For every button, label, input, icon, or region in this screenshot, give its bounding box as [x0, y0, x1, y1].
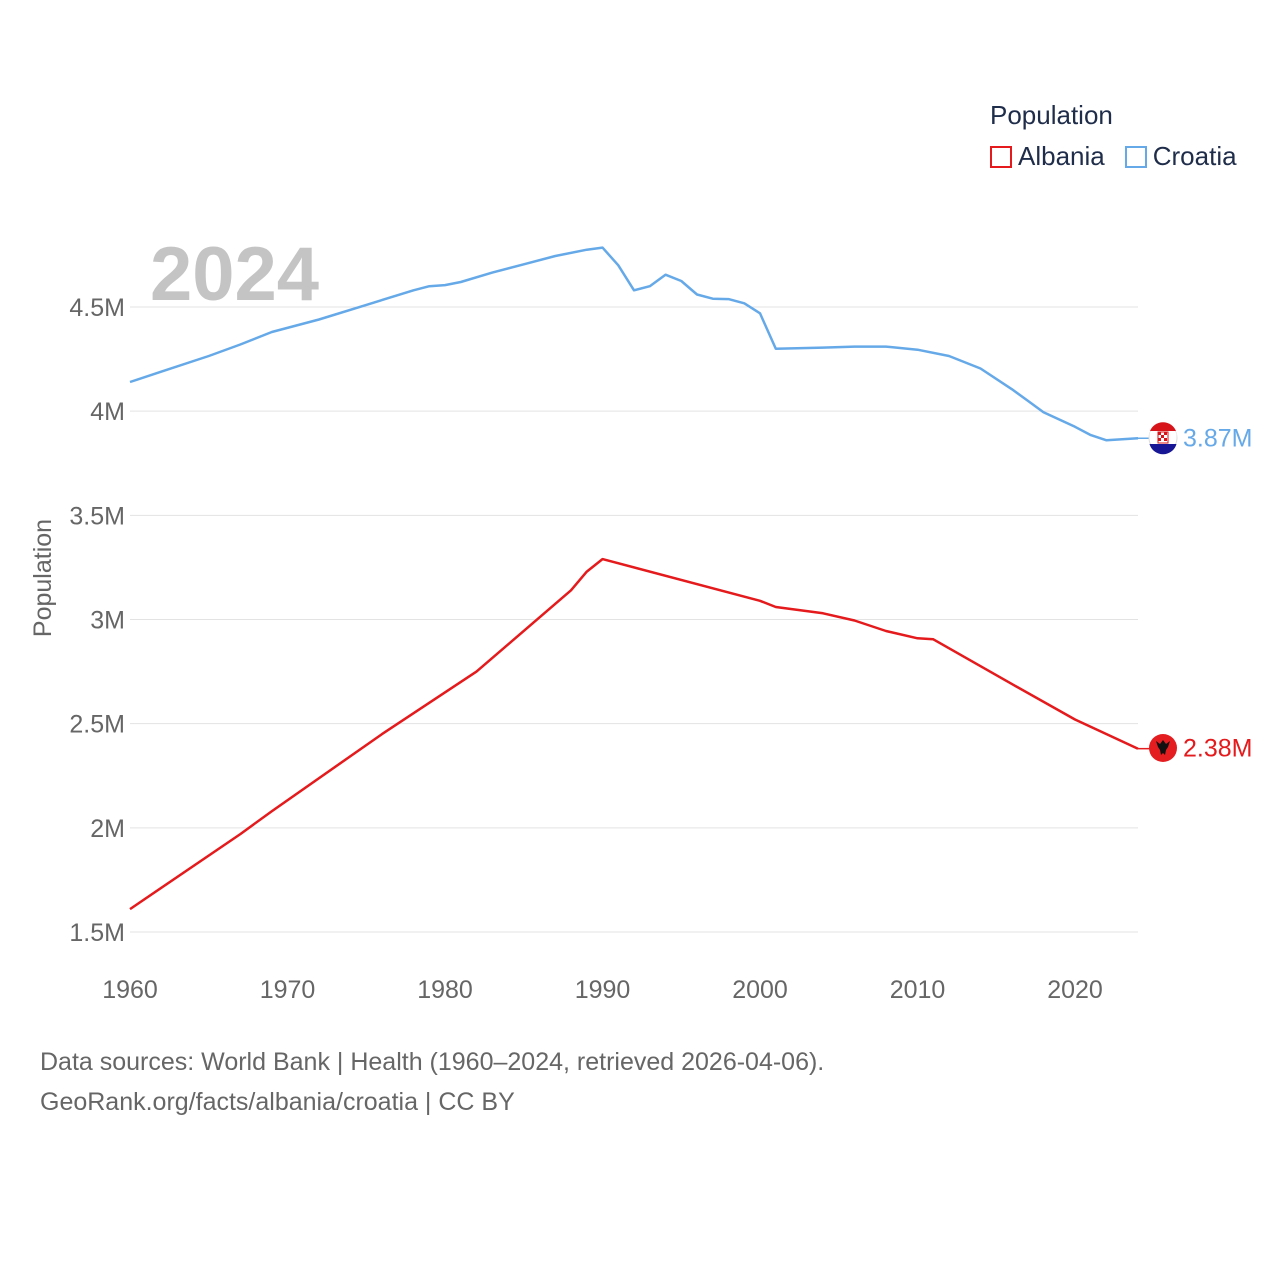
y-tick-label: 4M — [90, 398, 125, 426]
end-label-albania: 2.38M — [1183, 735, 1252, 763]
series-line-albania[interactable] — [129, 557, 1139, 911]
footer-link[interactable]: GeoRank.org/facts/albania/croatia | CC B… — [40, 1088, 515, 1116]
y-tick-label: 3.5M — [69, 502, 125, 530]
y-axis-ticks: 1.5M 2M 2.5M 3M 3.5M 4M 4.5M — [69, 294, 125, 947]
series-line-croatia[interactable] — [129, 246, 1139, 442]
y-axis-label: Population — [29, 519, 57, 637]
x-tick-label: 1960 — [102, 976, 158, 1004]
end-labels: 3.87M 2.38M — [1138, 424, 1252, 763]
x-axis-ticks: 1960 1970 1980 1990 2000 2010 2020 — [102, 976, 1103, 1004]
albania-flag-icon — [1149, 734, 1177, 762]
legend-item-albania[interactable]: Albania — [990, 141, 1105, 172]
y-tick-label: 2.5M — [69, 711, 125, 739]
y-tick-label: 2M — [90, 815, 125, 843]
legend-swatch-albania — [990, 145, 1012, 168]
legend-item-croatia[interactable]: Croatia — [1124, 141, 1237, 172]
legend-title: Population — [990, 100, 1113, 130]
croatia-flag-icon — [1148, 422, 1178, 455]
series-lines — [129, 246, 1139, 911]
x-tick-label: 2020 — [1047, 976, 1103, 1004]
x-tick-label: 2000 — [732, 976, 788, 1004]
legend-label-croatia: Croatia — [1152, 141, 1237, 171]
x-tick-label: 1980 — [417, 976, 473, 1004]
legend-label-albania: Albania — [1018, 141, 1105, 171]
footer: Data sources: World Bank | Health (1960–… — [40, 1042, 824, 1122]
y-tick-label: 4.5M — [69, 294, 125, 322]
year-label: 2024 — [150, 232, 319, 317]
legend-swatch-croatia — [1124, 145, 1147, 168]
y-tick-label: 1.5M — [69, 919, 125, 947]
x-tick-label: 1990 — [575, 976, 631, 1004]
end-label-croatia: 3.87M — [1183, 424, 1252, 452]
grid-lines — [130, 306, 1138, 933]
footer-sources: Data sources: World Bank | Health (1960–… — [40, 1048, 825, 1076]
y-tick-label: 3M — [90, 607, 125, 635]
x-tick-label: 1970 — [260, 976, 316, 1004]
x-tick-label: 2010 — [890, 976, 946, 1004]
legend: Population Albania Croatia — [990, 100, 1237, 172]
